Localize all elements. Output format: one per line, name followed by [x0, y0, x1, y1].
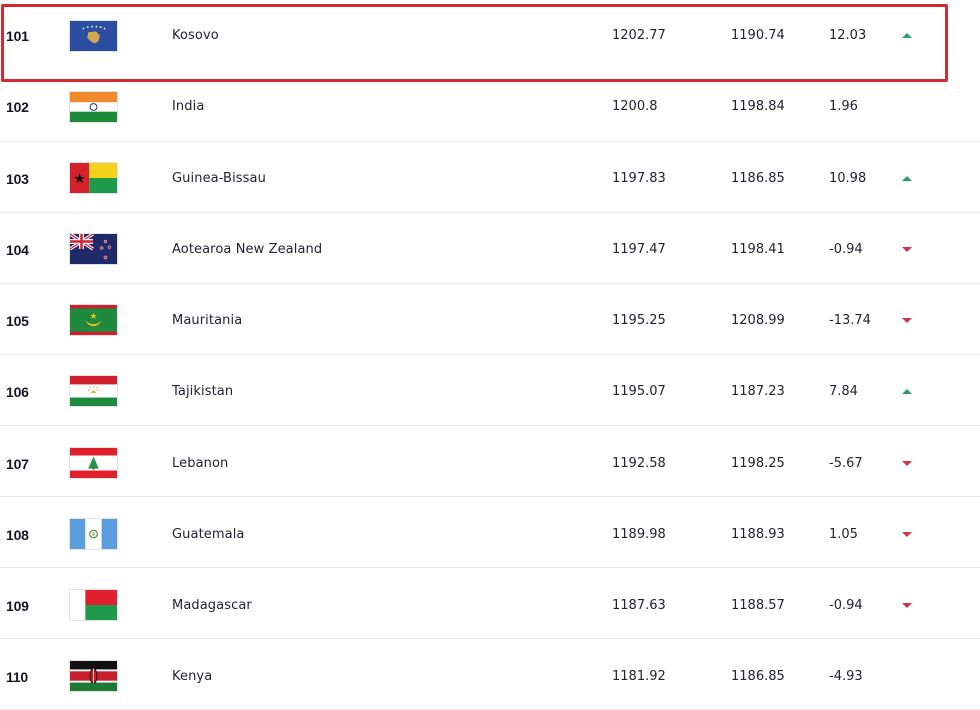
table-row[interactable]: 101 Kosovo 1202.77 1190.74 12.03: [0, 0, 980, 71]
total-points: 1181.92: [612, 669, 666, 684]
previous-points: 1187.23: [731, 384, 785, 399]
table-row[interactable]: 102 India 1200.8 1198.84 1.96: [0, 71, 980, 142]
rank-cell: 103: [6, 171, 29, 187]
points-difference: 1.96: [829, 99, 858, 114]
total-points: 1197.83: [612, 171, 666, 186]
row-divider: [0, 283, 980, 284]
mauritania-flag-icon: [69, 304, 118, 336]
previous-points: 1186.85: [731, 171, 785, 186]
rank-cell: 104: [6, 242, 29, 258]
country-name[interactable]: Tajikistan: [172, 384, 234, 399]
total-points: 1195.25: [612, 313, 666, 328]
total-points: 1187.63: [612, 598, 666, 613]
highlight-box: [1, 4, 948, 82]
guinea-bissau-flag-icon: [69, 162, 118, 194]
country-name[interactable]: Mauritania: [172, 313, 243, 328]
points-difference: 7.84: [829, 384, 858, 399]
previous-points: 1188.93: [731, 527, 785, 542]
country-name[interactable]: India: [172, 99, 205, 114]
country-name[interactable]: Guatemala: [172, 527, 245, 542]
previous-points: 1198.84: [731, 99, 785, 114]
points-difference: 1.05: [829, 527, 858, 542]
trend-down-icon: [902, 247, 912, 252]
total-points: 1192.58: [612, 456, 666, 471]
country-name[interactable]: Guinea-Bissau: [172, 171, 266, 186]
tajikistan-flag-icon: [69, 375, 118, 407]
rank-cell: 108: [6, 527, 29, 543]
trend-down-icon: [902, 603, 912, 608]
row-divider: [0, 141, 980, 142]
trend-up-icon: [902, 176, 912, 181]
madagascar-flag-icon: [69, 589, 118, 621]
row-divider: [0, 496, 980, 497]
table-row[interactable]: 103 Guinea-Bissau 1197.83 1186.85 10.98: [0, 142, 980, 213]
kenya-flag-icon: [69, 660, 118, 692]
lebanon-flag-icon: [69, 447, 118, 479]
guatemala-flag-icon: [69, 518, 118, 550]
table-row[interactable]: 104 Aotearoa New Zealand 1197.47 1198.41…: [0, 213, 980, 284]
row-divider: [0, 638, 980, 639]
trend-up-icon: [902, 33, 912, 38]
previous-points: 1190.74: [731, 28, 785, 43]
table-row[interactable]: 105 Mauritania 1195.25 1208.99 -13.74: [0, 284, 980, 355]
trend-down-icon: [902, 532, 912, 537]
total-points: 1197.47: [612, 242, 666, 257]
rank-cell: 109: [6, 598, 29, 614]
row-divider: [0, 567, 980, 568]
previous-points: 1186.85: [731, 669, 785, 684]
table-row[interactable]: 110 Kenya 1181.92 1186.85 -4.93: [0, 639, 980, 710]
total-points: 1200.8: [612, 99, 658, 114]
country-name[interactable]: Kosovo: [172, 28, 219, 43]
points-difference: -5.67: [829, 456, 863, 471]
previous-points: 1198.41: [731, 242, 785, 257]
previous-points: 1188.57: [731, 598, 785, 613]
row-divider: [0, 354, 980, 355]
table-row[interactable]: 109 Madagascar 1187.63 1188.57 -0.94: [0, 568, 980, 639]
rank-cell: 107: [6, 456, 29, 472]
india-flag-icon: [69, 91, 118, 123]
country-name[interactable]: Lebanon: [172, 456, 229, 471]
points-difference: -0.94: [829, 598, 863, 613]
table-row[interactable]: 108 Guatemala 1189.98 1188.93 1.05: [0, 497, 980, 568]
rank-cell: 106: [6, 384, 29, 400]
points-difference: -0.94: [829, 242, 863, 257]
trend-down-icon: [902, 318, 912, 323]
total-points: 1195.07: [612, 384, 666, 399]
previous-points: 1208.99: [731, 313, 785, 328]
trend-down-icon: [902, 461, 912, 466]
rank-cell: 110: [6, 669, 28, 685]
country-name[interactable]: Aotearoa New Zealand: [172, 242, 323, 257]
country-name[interactable]: Madagascar: [172, 598, 252, 613]
points-difference: -13.74: [829, 313, 871, 328]
previous-points: 1198.25: [731, 456, 785, 471]
rank-cell: 102: [6, 99, 29, 115]
row-divider: [0, 425, 980, 426]
rank-cell: 105: [6, 313, 29, 329]
total-points: 1202.77: [612, 28, 666, 43]
country-name[interactable]: Kenya: [172, 669, 213, 684]
points-difference: -4.93: [829, 669, 863, 684]
table-row[interactable]: 107 Lebanon 1192.58 1198.25 -5.67: [0, 426, 980, 497]
points-difference: 10.98: [829, 171, 867, 186]
new-zealand-flag-icon: [69, 233, 118, 265]
row-divider: [0, 212, 980, 213]
kosovo-flag-icon: [69, 20, 118, 52]
table-row[interactable]: 106 Tajikistan 1195.07 1187.23 7.84: [0, 355, 980, 426]
total-points: 1189.98: [612, 527, 666, 542]
trend-up-icon: [902, 389, 912, 394]
points-difference: 12.03: [829, 28, 867, 43]
rank-cell: 101: [6, 28, 29, 44]
